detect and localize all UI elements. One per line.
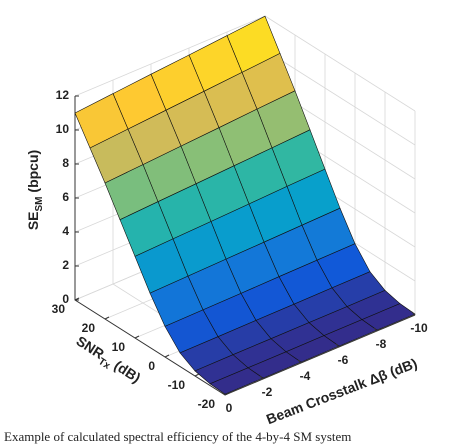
y-tick [335,343,340,348]
z-tick-label: 12 [56,88,70,102]
z-axis-label-part: SM [34,196,45,211]
y-tick-label: -4 [300,369,311,383]
x-tick [74,297,80,301]
x-tick [164,354,170,358]
x-axis-label: SNRTx (dB) [71,332,143,389]
y-tick [373,327,378,332]
y-tick-label: -10 [410,321,428,335]
y-tick [411,311,416,316]
x-tick [224,392,230,396]
surface-patch [209,367,264,395]
z-axis-label-part: SE [25,211,41,230]
x-tick-label: 20 [82,321,96,335]
x-axis-label-part: (dB) [108,355,143,386]
z-axis-label: SESM (bpcu) [25,150,45,230]
y-tick-label: -6 [338,353,349,367]
z-tick-label: 10 [56,122,70,136]
z-tick-label: 4 [62,224,69,238]
x-tick [194,373,200,377]
y-tick [259,375,264,380]
y-tick-label: 0 [226,401,233,415]
x-tick-label: -10 [168,378,186,392]
y-tick [221,391,226,396]
z-axis-label-part: (bpcu) [25,150,41,197]
y-tick [297,359,302,364]
x-tick [104,316,110,320]
z-tick-label: 0 [62,292,69,306]
caption: Example of calculated spectral efficienc… [4,429,351,444]
x-tick-label: 30 [52,302,66,316]
x-tick-label: 10 [112,340,126,354]
x-tick [134,335,140,339]
z-tick-label: 6 [62,190,69,204]
y-tick-label: -8 [376,337,387,351]
y-tick-label: -2 [262,385,273,399]
z-tick-label: 8 [62,156,69,170]
x-tick-label: 0 [148,359,155,373]
x-tick-label: -20 [198,397,216,411]
z-tick-label: 2 [62,258,69,272]
